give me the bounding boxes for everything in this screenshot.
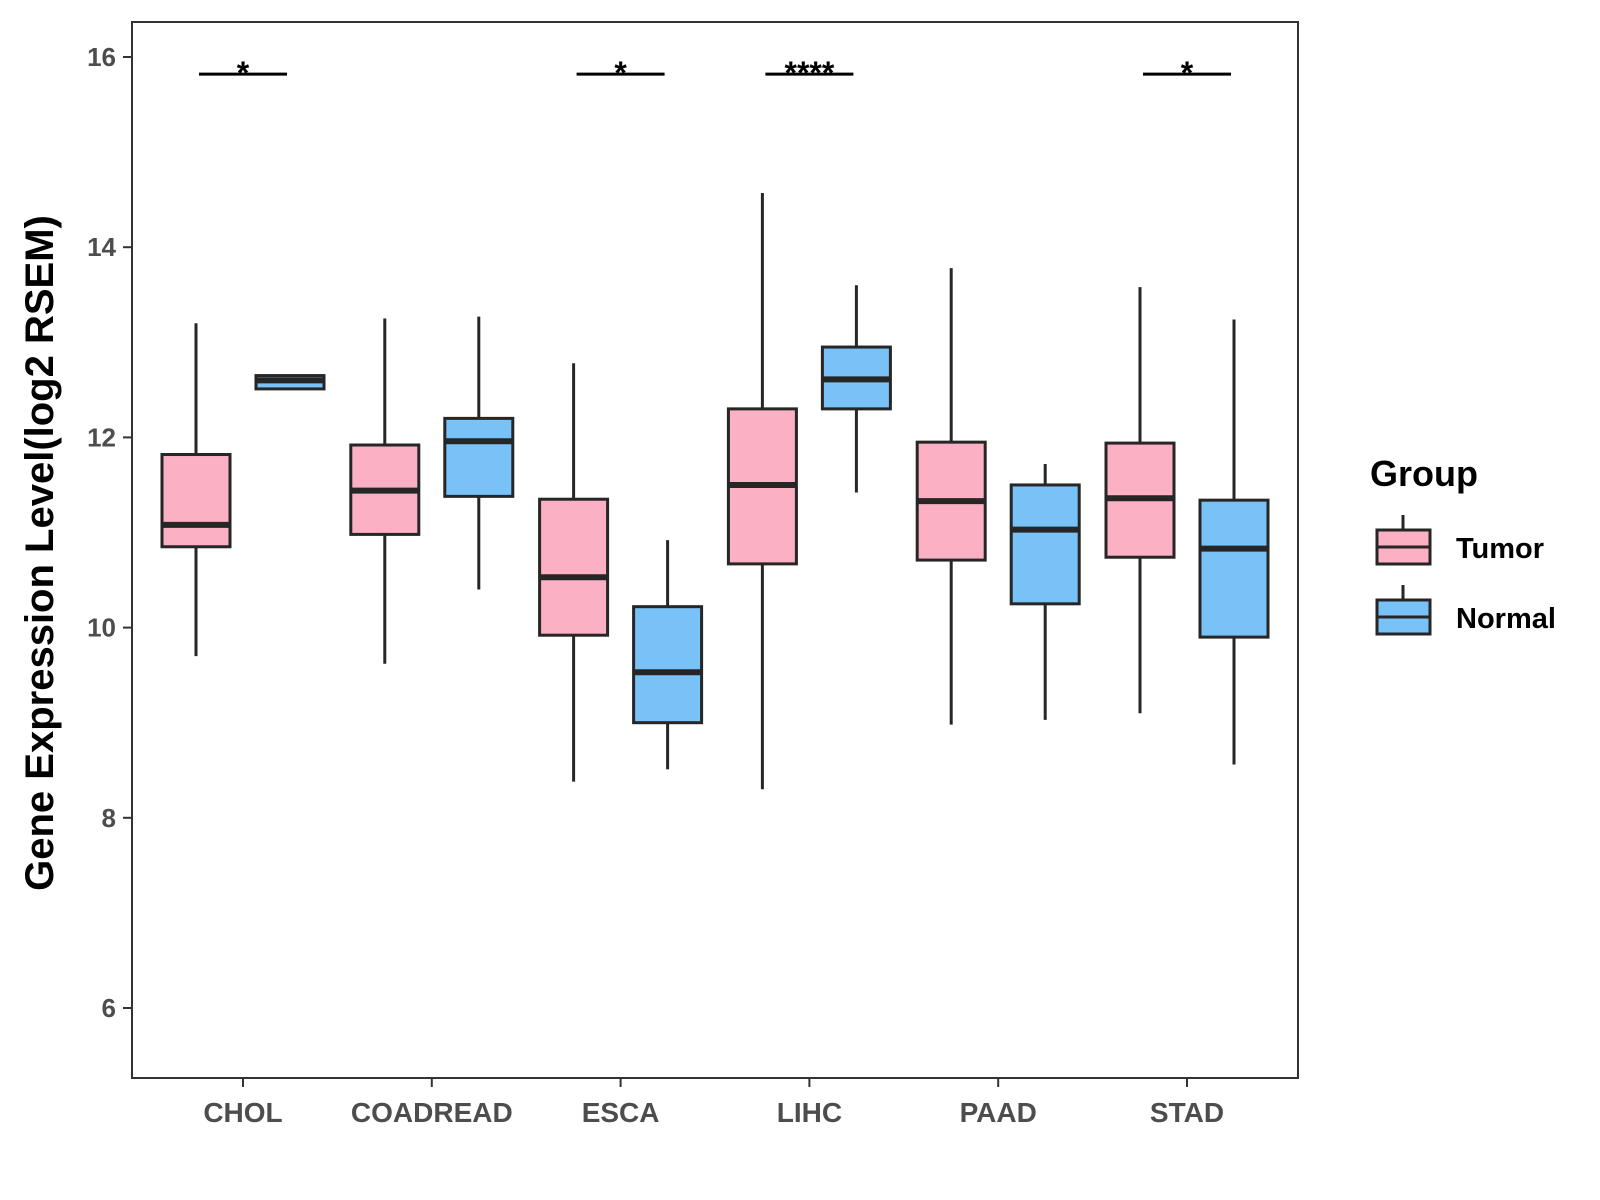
significance-label: * <box>1181 55 1194 91</box>
box-tumor-lihc <box>726 192 798 790</box>
box-iqr <box>1198 498 1270 639</box>
box-tumor-stad <box>1104 287 1176 714</box>
legend-title: Group <box>1370 453 1478 494</box>
box-iqr <box>1009 483 1081 606</box>
y-tick-label: 16 <box>87 42 116 72</box>
y-tick-label: 8 <box>102 803 116 833</box>
plot-panel-border <box>131 21 1299 1079</box>
y-tick-label: 6 <box>102 993 116 1023</box>
box-iqr <box>443 416 515 498</box>
x-tick-label: PAAD <box>960 1097 1037 1128</box>
significance-label: **** <box>784 55 834 91</box>
x-tick-label: CHOL <box>203 1097 282 1128</box>
legend-label-tumor: Tumor <box>1456 533 1544 565</box>
y-tick-label: 14 <box>87 232 116 262</box>
box-normal-lihc <box>820 285 892 493</box>
significance-label: * <box>614 55 627 91</box>
legend: Group Tumor Normal <box>1370 453 1556 636</box>
box-tumor-chol <box>160 323 232 657</box>
box-iqr <box>538 497 610 637</box>
y-tick-label: 10 <box>87 613 116 643</box>
y-axis-title: Gene Expression Level(log2 RSEM) <box>18 215 62 891</box>
x-tick-label: STAD <box>1150 1097 1224 1128</box>
x-tick-label: COADREAD <box>351 1097 513 1128</box>
x-tick-label: ESCA <box>582 1097 660 1128</box>
box-normal-esca <box>632 540 704 770</box>
box-normal-paad <box>1009 464 1081 720</box>
legend-label-normal: Normal <box>1456 603 1556 635</box>
box-normal-stad <box>1198 319 1270 765</box>
significance-label: * <box>237 55 250 91</box>
box-iqr <box>632 605 704 725</box>
y-tick-label: 12 <box>87 422 116 452</box>
x-tick-label: LIHC <box>777 1097 842 1128</box>
box-normal-coadread <box>443 316 515 590</box>
box-tumor-paad <box>915 268 987 725</box>
box-tumor-esca <box>538 363 610 782</box>
box-normal-chol <box>254 374 326 391</box>
box-iqr <box>160 453 232 549</box>
box-tumor-coadread <box>349 318 421 664</box>
